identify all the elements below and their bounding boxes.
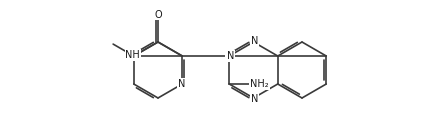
Text: N: N [251, 36, 258, 46]
Text: N: N [178, 79, 185, 89]
Text: N: N [251, 94, 258, 104]
Text: N: N [226, 51, 234, 61]
Text: NH: NH [125, 50, 140, 60]
Text: O: O [154, 10, 162, 20]
Text: NH₂: NH₂ [250, 79, 269, 89]
Text: O: O [226, 51, 234, 61]
